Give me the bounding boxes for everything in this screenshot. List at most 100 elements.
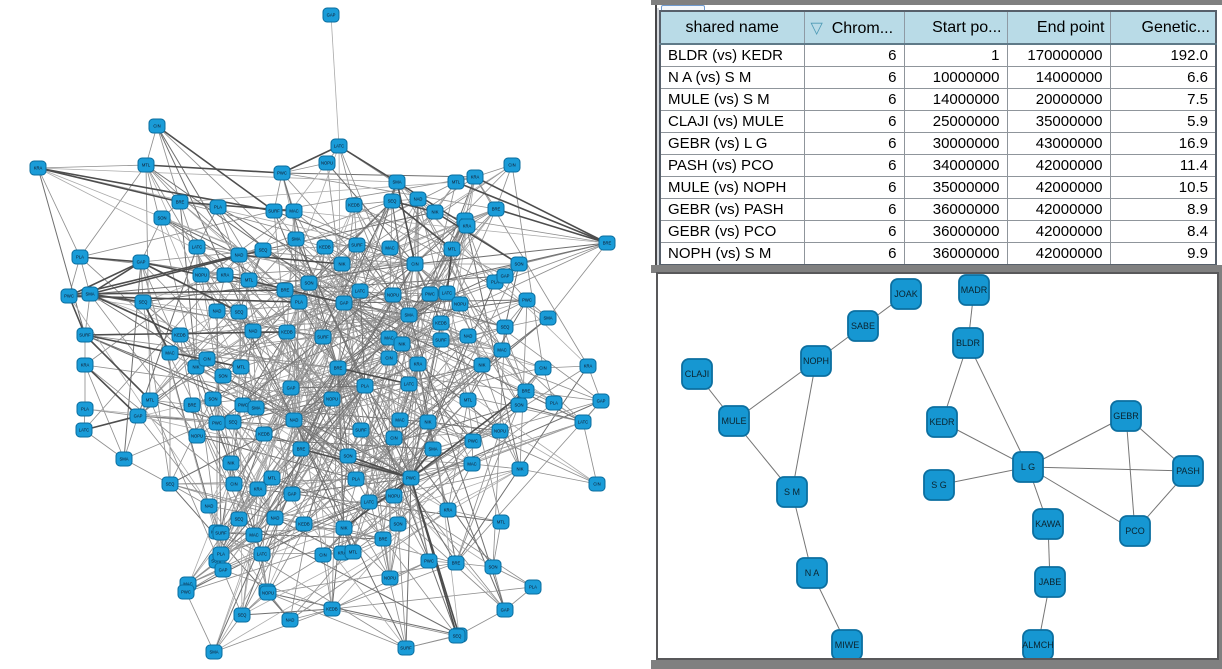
svg-text:KEDB: KEDB [348,203,360,208]
svg-text:KRA: KRA [34,166,43,171]
svg-text:LATC: LATC [334,144,344,149]
svg-text:KRA: KRA [221,273,230,278]
svg-text:LATC: LATC [79,428,89,433]
svg-text:NIK: NIK [341,526,348,531]
svg-text:JOAK: JOAK [894,289,918,299]
svg-text:KRA: KRA [81,363,90,368]
svg-text:KRA: KRA [338,551,347,556]
svg-text:MAC: MAC [289,209,298,214]
svg-text:PLA: PLA [529,585,537,590]
svg-text:MAC: MAC [395,418,404,423]
svg-text:SURF: SURF [215,531,227,536]
svg-text:MAC: MAC [183,582,192,587]
svg-text:LATC: LATC [355,289,365,294]
svg-text:PLA: PLA [491,280,499,285]
svg-text:KEDB: KEDB [281,330,293,335]
svg-text:SON: SON [343,454,352,459]
svg-text:SURF: SURF [435,338,447,343]
svg-text:NIK: NIK [339,262,346,267]
svg-text:MTL: MTL [448,247,457,252]
svg-text:NOPU: NOPU [195,273,207,278]
svg-text:LATC: LATC [257,552,267,557]
svg-text:KEDB: KEDB [298,522,310,527]
svg-text:MAC: MAC [467,462,476,467]
svg-text:NOPU: NOPU [387,293,399,298]
svg-text:BLDR: BLDR [956,338,981,348]
svg-text:PWC: PWC [424,559,434,564]
svg-text:SEQ: SEQ [139,300,149,305]
svg-text:SON: SON [218,374,227,379]
svg-text:NIK: NIK [193,365,200,370]
svg-text:MAC: MAC [497,348,506,353]
svg-text:ALMCH: ALMCH [1022,640,1054,650]
svg-text:CIN: CIN [385,356,392,361]
svg-text:PLA: PLA [76,255,84,260]
svg-text:LATC: LATC [442,291,452,296]
svg-text:BRE: BRE [281,288,290,293]
svg-text:SURF: SURF [400,646,412,651]
svg-text:PWC: PWC [406,476,416,481]
svg-text:CIN: CIN [411,262,418,267]
svg-text:BRE: BRE [379,537,388,542]
svg-text:MTL: MTL [464,398,473,403]
svg-text:MAC: MAC [165,351,174,356]
svg-text:NOPU: NOPU [388,494,400,499]
svg-text:BRE: BRE [297,447,306,452]
svg-text:SEQ: SEQ [453,634,463,639]
svg-text:PCO: PCO [1125,526,1145,536]
svg-text:GAP: GAP [597,399,606,404]
svg-text:BRE: BRE [176,200,185,205]
svg-text:NOPU: NOPU [262,591,274,596]
svg-text:BRE: BRE [452,561,461,566]
svg-text:S G: S G [931,480,947,490]
svg-text:MTL: MTL [349,550,358,555]
svg-text:LATC: LATC [364,500,374,505]
svg-text:GAP: GAP [501,608,510,613]
svg-text:CIN: CIN [319,553,326,558]
svg-text:PLA: PLA [81,407,89,412]
svg-text:MAC: MAC [384,336,393,341]
svg-text:SON: SON [304,281,313,286]
svg-text:SMA: SMA [119,457,128,462]
svg-text:NOPU: NOPU [384,576,396,581]
svg-text:SURF: SURF [355,428,367,433]
svg-text:KEDB: KEDB [319,245,331,250]
svg-text:MTL: MTL [452,180,461,185]
svg-text:MTL: MTL [142,163,151,168]
svg-text:KEDB: KEDB [326,607,338,612]
svg-text:SEQ: SEQ [238,613,248,618]
svg-text:NOPH: NOPH [803,356,829,366]
svg-text:CIN: CIN [230,482,237,487]
svg-text:SMA: SMA [291,237,300,242]
svg-text:SEQ: SEQ [235,517,245,522]
svg-text:KRA: KRA [414,362,423,367]
svg-text:KRA: KRA [584,364,593,369]
svg-text:GEBR: GEBR [1113,411,1139,421]
svg-text:PWC: PWC [468,439,478,444]
svg-text:PWC: PWC [277,171,287,176]
svg-text:CIN: CIN [390,436,397,441]
svg-text:GAP: GAP [288,492,297,497]
svg-text:SURF: SURF [351,243,363,248]
svg-text:JABE: JABE [1039,577,1062,587]
svg-text:NIK: NIK [479,363,486,368]
svg-text:GAP: GAP [340,301,349,306]
svg-text:BRE: BRE [188,403,197,408]
svg-text:NAD: NAD [464,334,473,339]
svg-text:KRA: KRA [254,487,263,492]
svg-text:SEQ: SEQ [388,199,398,204]
svg-text:MTL: MTL [245,278,254,283]
svg-text:GAP: GAP [137,260,146,265]
svg-text:CIN: CIN [153,124,160,129]
svg-text:SMA: SMA [543,316,552,321]
svg-text:SON: SON [208,397,217,402]
svg-text:NAD: NAD [271,516,280,521]
svg-text:CLAJI: CLAJI [685,369,710,379]
svg-text:SON: SON [514,262,523,267]
svg-text:BRE: BRE [603,241,612,246]
svg-text:MTL: MTL [497,520,506,525]
svg-text:SEQ: SEQ [501,325,511,330]
svg-text:MTL: MTL [146,398,155,403]
svg-text:PWC: PWC [522,298,532,303]
svg-text:NOPU: NOPU [191,434,203,439]
